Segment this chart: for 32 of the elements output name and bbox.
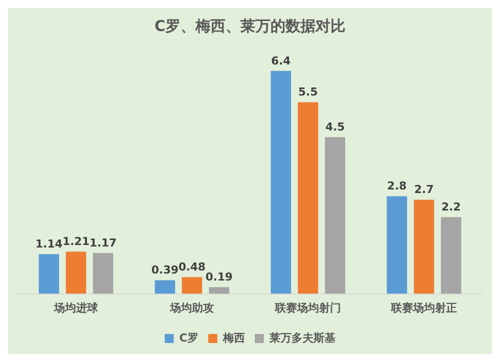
data-label: 4.5 bbox=[325, 120, 345, 134]
x-tick-label: 联赛场均射门 bbox=[274, 301, 341, 314]
data-label: 1.14 bbox=[35, 237, 63, 250]
legend-label: C罗 bbox=[179, 331, 198, 344]
bar bbox=[208, 287, 230, 294]
legend-label: 梅西 bbox=[222, 331, 245, 344]
bar bbox=[386, 196, 408, 294]
data-label: 0.19 bbox=[205, 270, 233, 284]
data-label: 0.39 bbox=[151, 264, 179, 277]
data-label: 0.48 bbox=[178, 260, 206, 274]
bar bbox=[154, 280, 176, 294]
x-tick-label: 场均进球 bbox=[53, 301, 99, 314]
data-label: 5.5 bbox=[298, 86, 318, 99]
bar bbox=[182, 277, 202, 294]
data-label: 2.7 bbox=[414, 183, 434, 196]
bar bbox=[92, 253, 114, 294]
data-label: 2.8 bbox=[387, 180, 407, 193]
bar bbox=[440, 217, 462, 294]
chart-title: C罗、梅西、莱万的数据对比 bbox=[154, 16, 346, 35]
legend-label: 莱万多夫斯基 bbox=[268, 331, 336, 344]
x-tick-label: 联赛场均射正 bbox=[390, 301, 457, 314]
bar bbox=[66, 252, 86, 294]
data-label: 6.4 bbox=[271, 54, 292, 68]
bar bbox=[270, 70, 292, 294]
bar bbox=[324, 137, 346, 294]
x-tick-label: 场均助攻 bbox=[169, 301, 214, 314]
data-label: 2.2 bbox=[441, 200, 461, 214]
bar bbox=[38, 254, 60, 294]
bar bbox=[414, 200, 434, 294]
bar bbox=[298, 102, 318, 294]
data-label: 1.17 bbox=[89, 236, 117, 250]
data-label: 1.21 bbox=[62, 235, 90, 248]
